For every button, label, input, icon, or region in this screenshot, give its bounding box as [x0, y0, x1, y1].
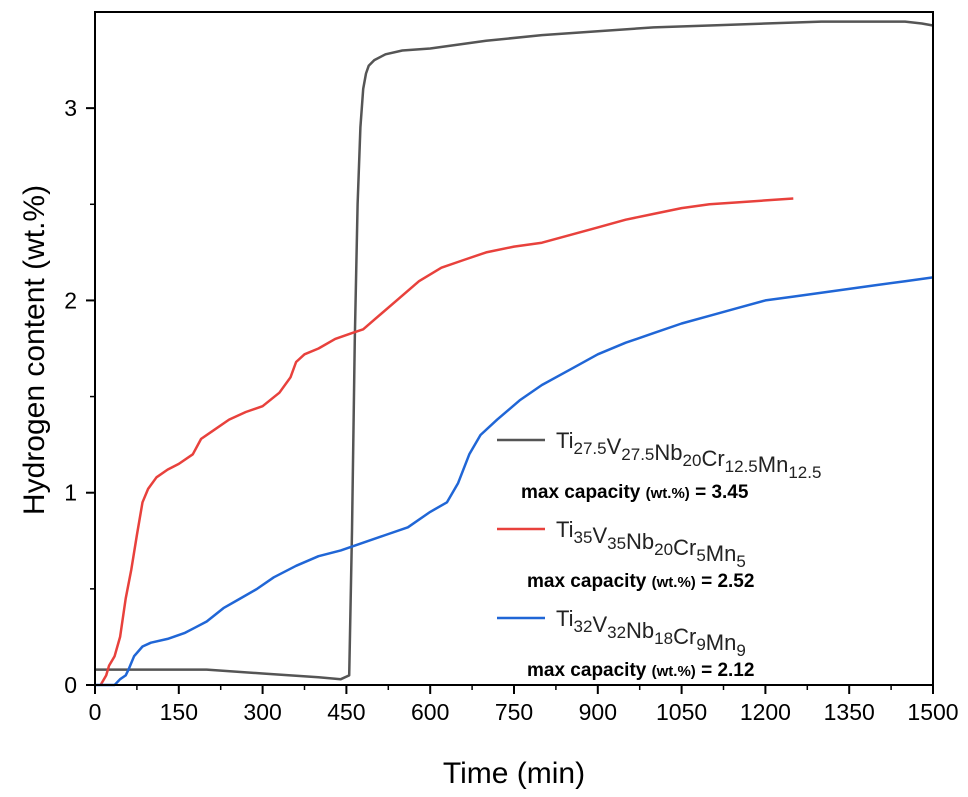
x-tick-label: 300 [243, 699, 281, 725]
legend-label-3: Ti32V32Nb18Cr9Mn9 [556, 606, 746, 660]
x-tick-label: 750 [495, 699, 533, 725]
x-axis-ticks: 0 150 300 450 600 750 900 1050 1200 1350 1500 [89, 685, 959, 725]
x-tick-label: 1500 [907, 699, 958, 725]
capacity-annotation-3: max capacity (wt.%) = 2.12 [527, 660, 754, 681]
plot-area [95, 20, 934, 687]
x-tick-label: 900 [579, 699, 617, 725]
x-tick-label: 1350 [824, 699, 875, 725]
x-tick-label: 150 [160, 699, 198, 725]
y-axis-ticks: 0 1 2 3 [64, 95, 95, 698]
x-tick-label: 1200 [740, 699, 791, 725]
y-axis-title: Hydrogen content (wt.%) [18, 185, 51, 515]
capacity-annotation-1: max capacity (wt.%) = 3.45 [521, 482, 749, 503]
legend-label-2: Ti35V35Nb20Cr5Mn5 [556, 517, 746, 571]
legend-label-1: Ti27.5V27.5Nb20Cr12.5Mn12.5 [556, 428, 821, 482]
y-tick-label: 3 [64, 95, 77, 121]
x-tick-label: 450 [327, 699, 365, 725]
y-tick-label: 0 [64, 672, 77, 698]
capacity-annotation-2: max capacity (wt.%) = 2.52 [527, 571, 754, 592]
series-line-3 [95, 276, 934, 687]
x-axis-title: Time (min) [443, 757, 585, 790]
x-tick-label: 600 [411, 699, 449, 725]
y-tick-label: 1 [64, 480, 77, 506]
plot-frame [94, 11, 934, 686]
x-tick-label: 1050 [656, 699, 707, 725]
x-tick-label: 0 [89, 699, 102, 725]
series-line-1 [95, 20, 934, 681]
series-line-2 [99, 197, 794, 686]
y-tick-label: 2 [64, 287, 77, 313]
